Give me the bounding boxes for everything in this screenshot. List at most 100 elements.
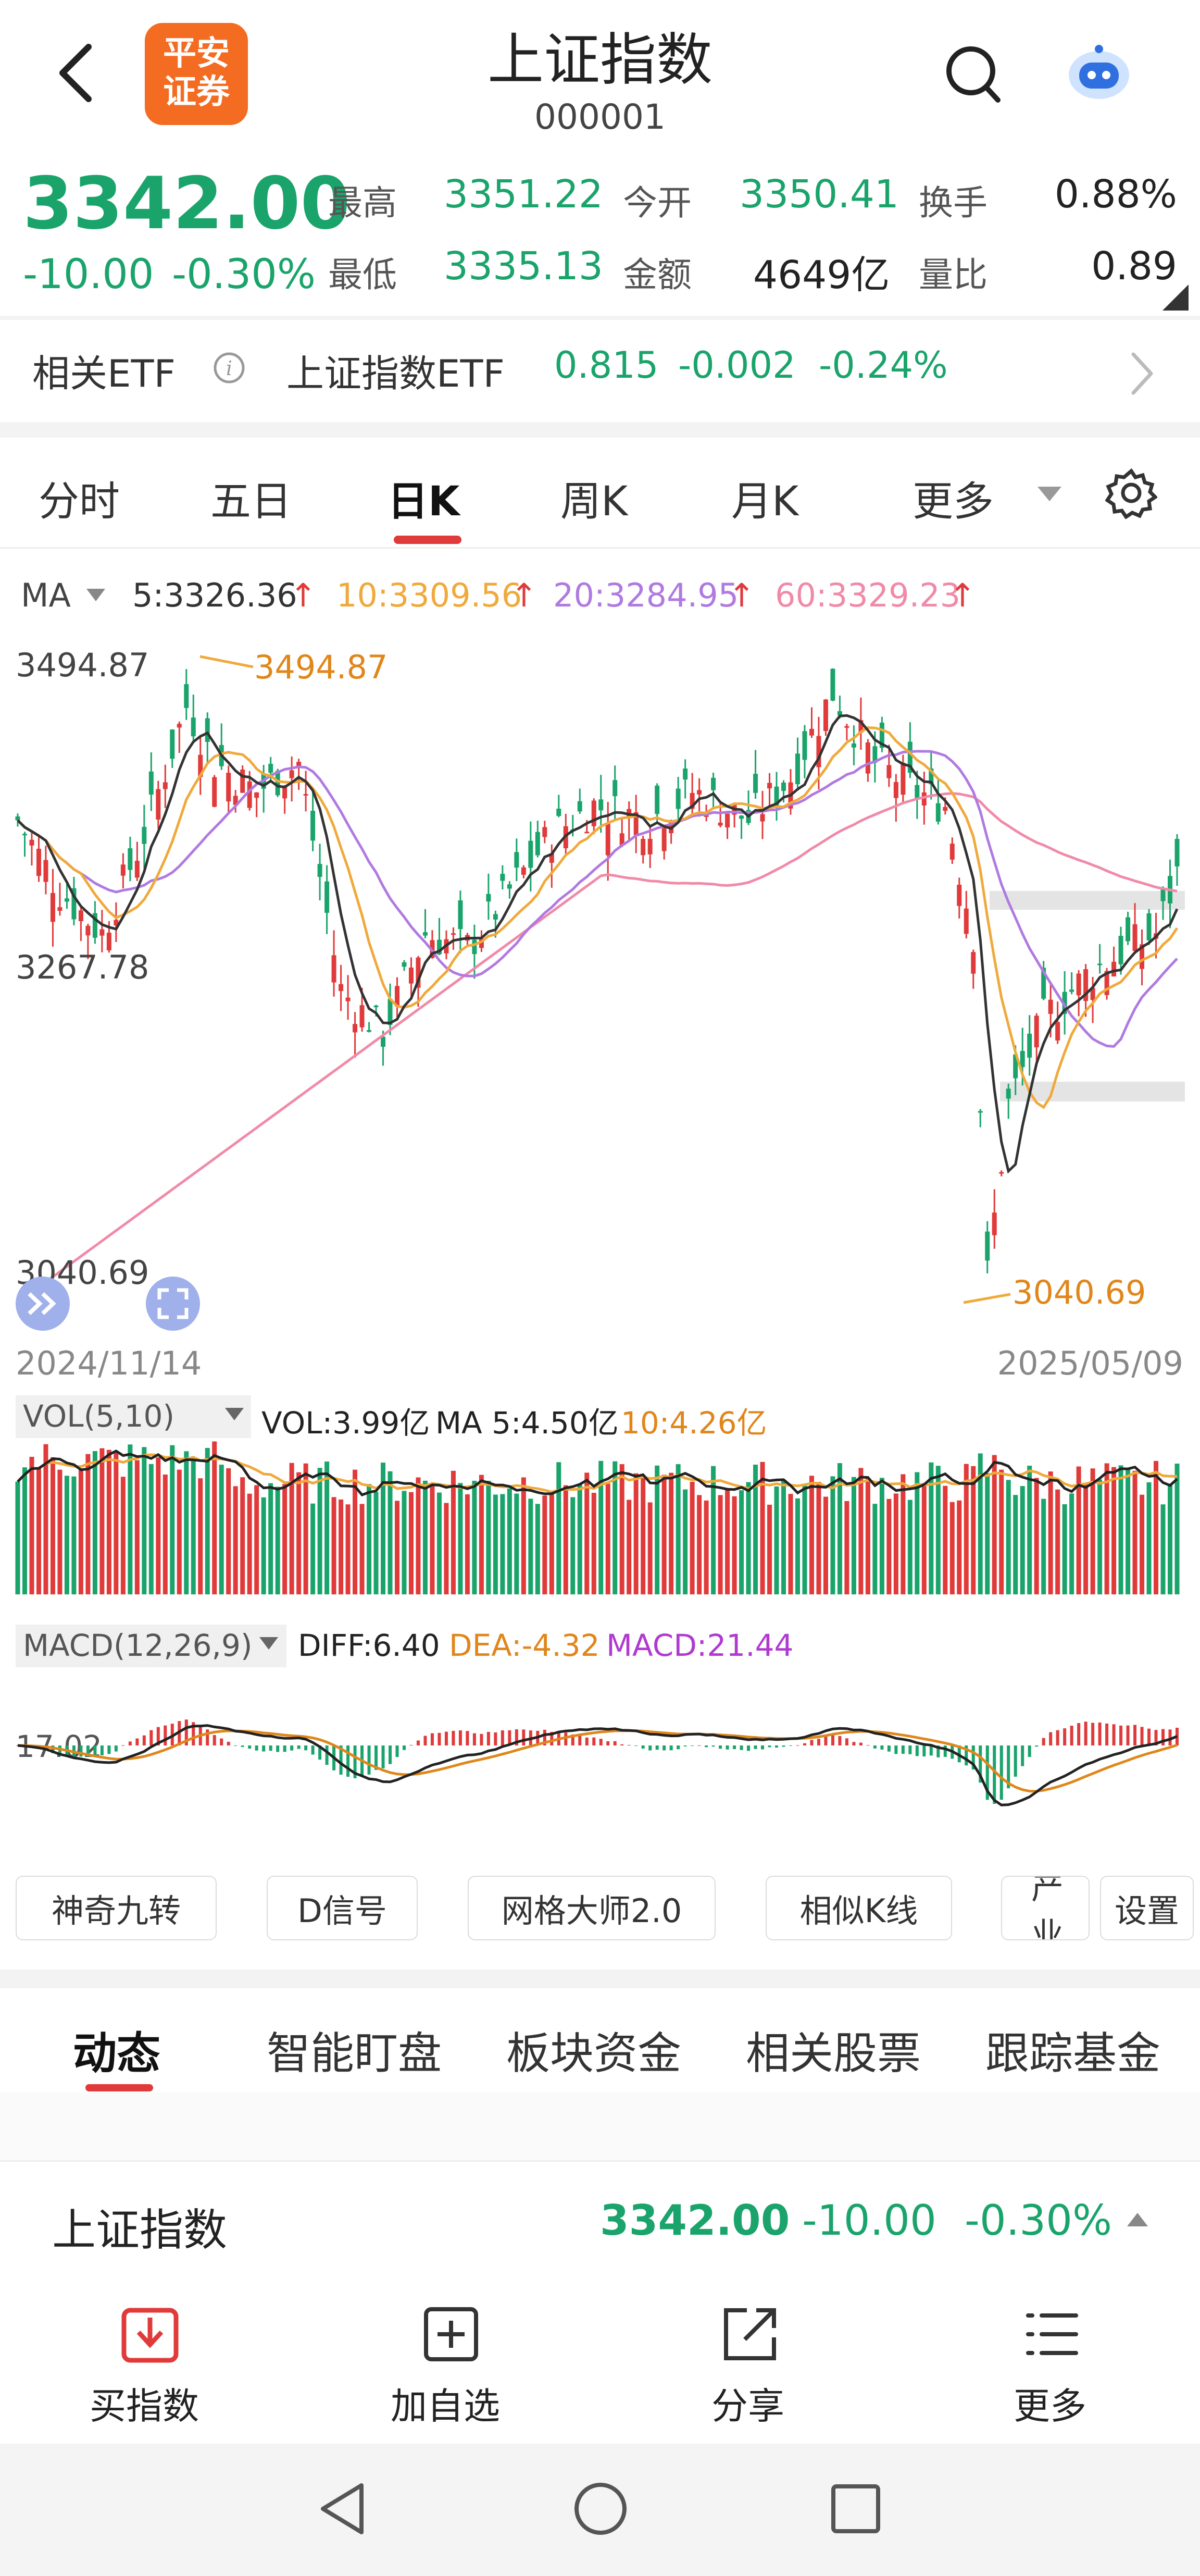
robot-assistant-icon[interactable] <box>1062 42 1135 104</box>
nav-add-watchlist[interactable]: 加自选 <box>391 2385 500 2428</box>
candle-body <box>247 781 252 808</box>
candle-body <box>605 823 610 856</box>
fullscreen-button[interactable] <box>146 1277 200 1331</box>
candle-body <box>1111 961 1117 977</box>
tab-news[interactable]: 动态 <box>73 2028 161 2079</box>
ma-legend[interactable]: MA 5:3326.36 ↑ 10:3309.56 ↑ 20:3284.95 ↑… <box>0 573 1200 620</box>
system-back-icon[interactable] <box>317 2480 369 2537</box>
volume-bar <box>570 1497 576 1594</box>
tool-magic-nine[interactable]: 神奇九转 <box>16 1876 217 1940</box>
footer-quote-bar[interactable]: 上证指数 3342.00 -10.00 -0.30% <box>0 2160 1200 2282</box>
kline-chart[interactable]: 3494.87 3267.78 3040.69 3494.87 3040.69 … <box>0 625 1200 1382</box>
candle-body <box>921 792 927 806</box>
add-icon[interactable] <box>420 2303 482 2366</box>
back-icon[interactable] <box>52 42 99 104</box>
candle-body <box>1069 989 1074 992</box>
tool-grid-master[interactable]: 网格大师2.0 <box>468 1876 716 1940</box>
macd-bar <box>662 1745 666 1751</box>
volume-bar <box>1048 1471 1053 1594</box>
footer-price: 3342.00 <box>600 2196 790 2245</box>
gear-icon[interactable] <box>1105 467 1157 519</box>
up-arrow-icon: ↑ <box>949 576 976 614</box>
candle-body <box>339 984 344 992</box>
chevron-right-icon[interactable] <box>1129 350 1155 397</box>
candle-body <box>317 864 322 877</box>
candle-body <box>774 786 779 806</box>
candle-body <box>683 768 688 780</box>
tab-weekly-k[interactable]: 周K <box>560 478 628 525</box>
tab-five-day[interactable]: 五日 <box>210 478 292 525</box>
volume-bar <box>816 1482 821 1594</box>
macd-bar <box>290 1745 294 1751</box>
caret-up-icon[interactable] <box>1126 2212 1149 2227</box>
macd-panel[interactable]: MACD(12,26,9) DIFF:6.40 DEA:-4.32 MACD:2… <box>0 1620 1200 1860</box>
volume-bar <box>472 1480 477 1594</box>
macd-bar <box>965 1745 968 1766</box>
tool-d-signal[interactable]: D信号 <box>267 1876 418 1940</box>
nav-share[interactable]: 分享 <box>711 2385 784 2428</box>
tab-smart-watch[interactable]: 智能盯盘 <box>267 2028 442 2079</box>
volume-bar <box>647 1502 653 1594</box>
volume-bar <box>760 1462 765 1594</box>
system-home-icon[interactable] <box>573 2481 628 2536</box>
tab-more[interactable]: 更多 <box>913 478 994 525</box>
stat-label-amount: 金额 <box>623 255 692 295</box>
candle-body <box>1126 917 1131 942</box>
vol-indicator-chip[interactable] <box>16 1395 251 1438</box>
y-axis-mid-label: 3267.78 <box>16 948 149 986</box>
volume-bar <box>92 1451 97 1594</box>
volume-bar <box>633 1473 639 1594</box>
info-icon[interactable]: i <box>213 351 246 385</box>
macd-bar <box>1070 1726 1073 1745</box>
volume-bar <box>479 1475 484 1594</box>
volume-bar <box>992 1455 997 1594</box>
volume-bar <box>275 1487 280 1594</box>
macd-bar <box>86 1745 90 1757</box>
macd-indicator-chip[interactable] <box>16 1625 286 1667</box>
high-marker-label: 3494.87 <box>254 648 388 686</box>
nav-buy-index[interactable]: 买指数 <box>90 2385 199 2428</box>
tab-related-stocks[interactable]: 相关股票 <box>746 2028 921 2079</box>
volume-bar <box>303 1463 308 1594</box>
candle-body <box>535 832 540 856</box>
volume-bar <box>162 1475 168 1594</box>
tool-similar-kline[interactable]: 相似K线 <box>766 1876 952 1940</box>
nav-more[interactable]: 更多 <box>1014 2385 1086 2428</box>
volume-bar <box>612 1461 618 1594</box>
dropdown-arrow-icon[interactable] <box>1036 486 1062 503</box>
tab-tracking-funds[interactable]: 跟踪基金 <box>985 2028 1161 2079</box>
tab-monthly-k[interactable]: 月K <box>731 478 799 525</box>
volume-bar <box>1154 1460 1159 1594</box>
macd-bar <box>416 1740 420 1745</box>
tool-industry[interactable]: 产业 <box>1001 1876 1090 1940</box>
system-recents-icon[interactable] <box>830 2483 881 2534</box>
candle-body <box>331 955 336 983</box>
macd-bar <box>929 1745 933 1756</box>
candle-body <box>422 932 428 936</box>
tab-sector-funds[interactable]: 板块资金 <box>506 2028 682 2079</box>
dropdown-arrow-icon[interactable] <box>85 588 106 602</box>
etf-name: 上证指数ETF <box>286 352 505 395</box>
tool-settings[interactable]: 设置 <box>1100 1876 1194 1940</box>
dropdown-arrow-icon[interactable] <box>258 1636 279 1651</box>
tab-daily-k[interactable]: 日K <box>388 478 460 525</box>
macd-bar <box>149 1730 153 1745</box>
dropdown-arrow-icon[interactable] <box>224 1407 245 1421</box>
up-arrow-icon: ↑ <box>510 576 538 614</box>
search-icon[interactable] <box>942 41 1004 108</box>
share-icon[interactable] <box>719 2303 781 2366</box>
candle-body <box>935 803 941 822</box>
related-etf-row[interactable]: 相关ETF i 上证指数ETF 0.815 -0.002 -0.24% <box>0 320 1200 427</box>
fast-forward-button[interactable] <box>16 1277 70 1331</box>
expand-corner-icon[interactable] <box>1162 284 1189 311</box>
menu-icon[interactable] <box>1021 2303 1083 2366</box>
divider <box>0 1970 1200 1988</box>
download-icon[interactable] <box>119 2303 181 2366</box>
macd-bar <box>403 1745 406 1750</box>
candle-body <box>128 848 133 870</box>
candle-body <box>36 848 41 876</box>
tab-intraday[interactable]: 分时 <box>39 478 120 525</box>
volume-bar <box>514 1493 519 1594</box>
volume-panel[interactable]: VOL(5,10) VOL:3.99亿 MA 5:4.50亿 10:4.26亿 <box>0 1391 1200 1636</box>
candle-body <box>212 777 217 807</box>
